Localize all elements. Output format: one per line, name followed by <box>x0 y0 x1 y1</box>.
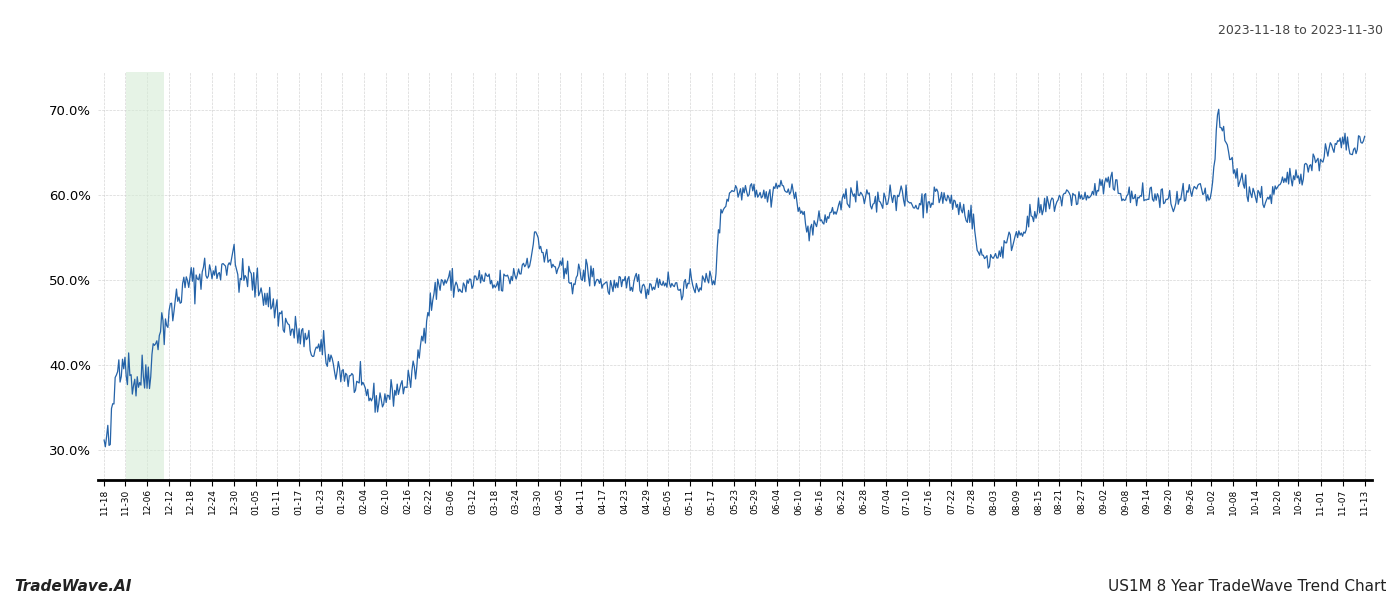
Text: US1M 8 Year TradeWave Trend Chart: US1M 8 Year TradeWave Trend Chart <box>1107 579 1386 594</box>
Text: 2023-11-18 to 2023-11-30: 2023-11-18 to 2023-11-30 <box>1218 24 1383 37</box>
Bar <box>126 72 164 480</box>
Text: TradeWave.AI: TradeWave.AI <box>14 579 132 594</box>
